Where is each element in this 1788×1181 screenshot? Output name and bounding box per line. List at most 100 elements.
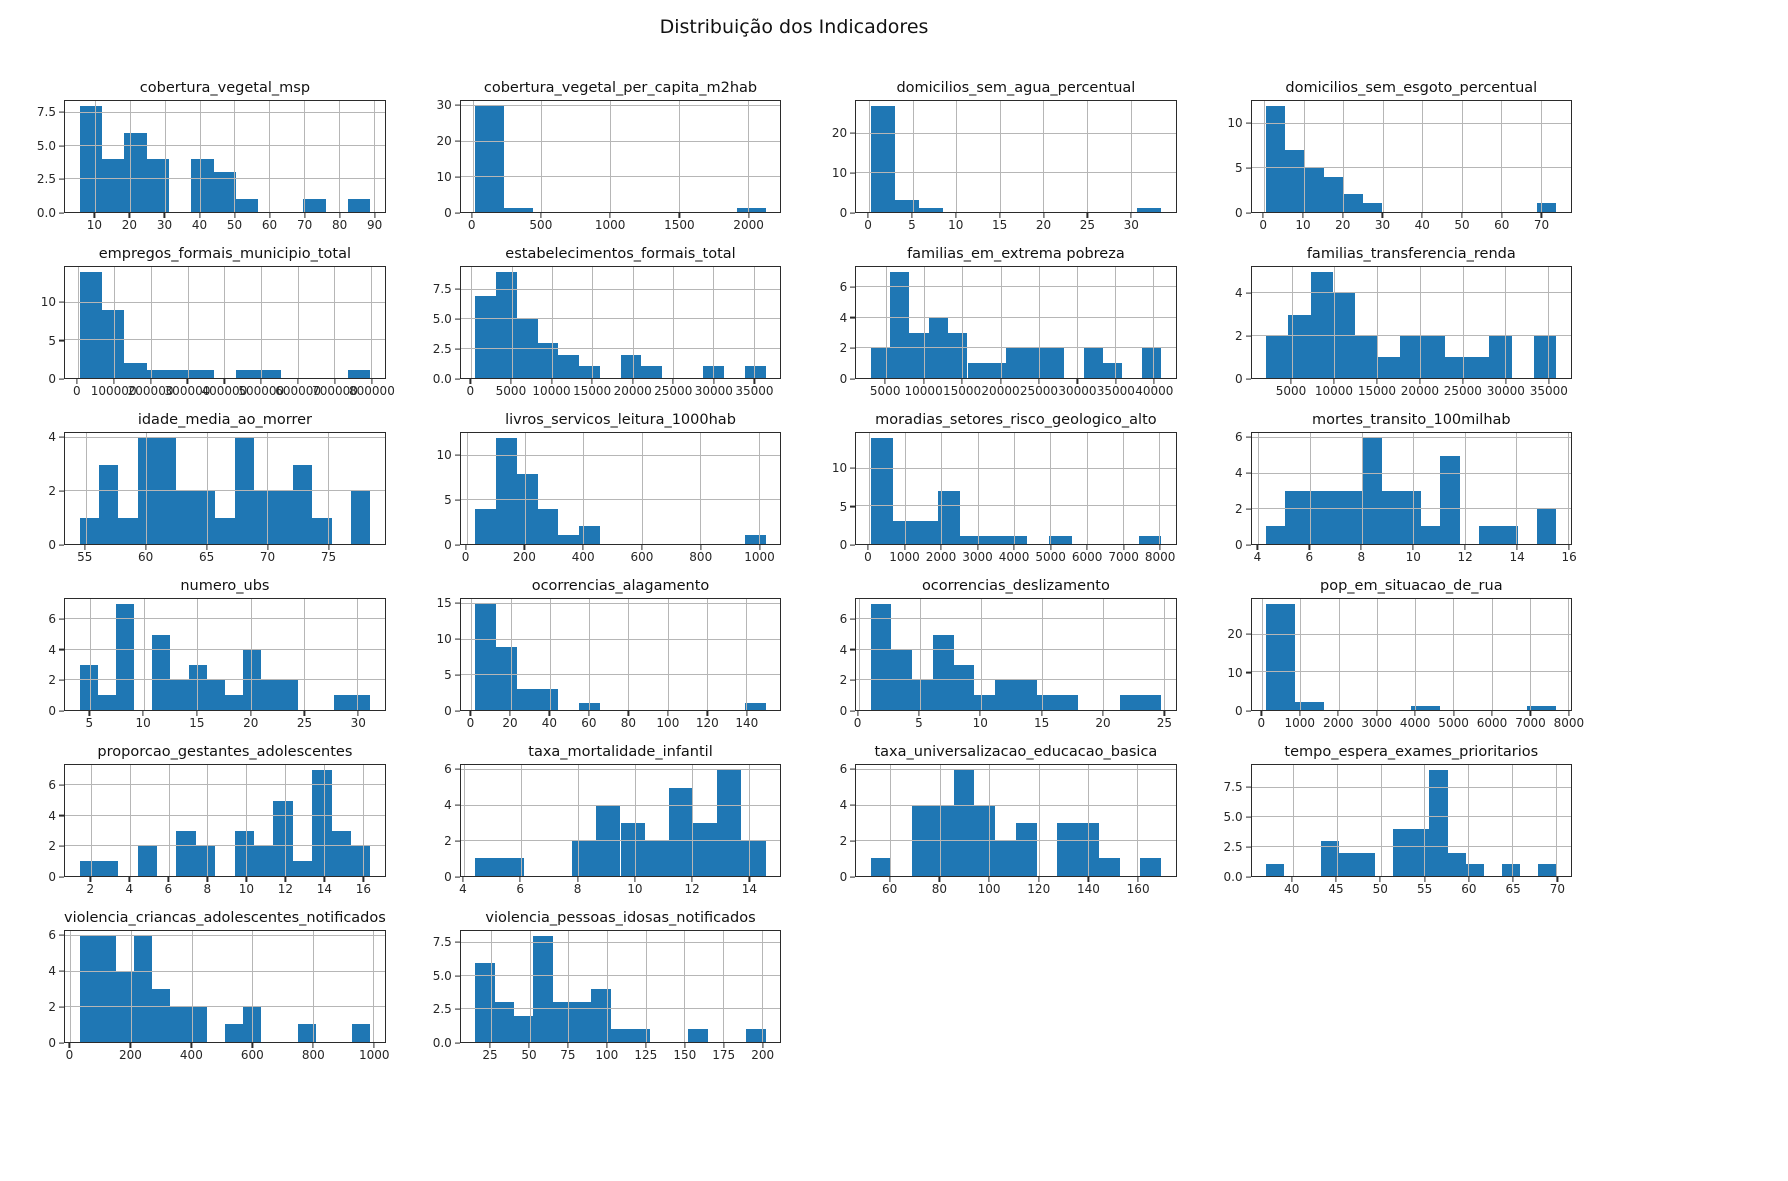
y-tick-label: 5 (1234, 161, 1243, 176)
x-axis-labels: 4 6 8 10 12 14 (459, 877, 781, 903)
y-tick-mark (59, 679, 64, 681)
grid-line-x (224, 267, 226, 378)
x-tick-label: 800 (301, 1048, 325, 1062)
grid-line-y (856, 648, 1176, 650)
x-tick-mark (373, 1043, 375, 1048)
x-tick-label: 200 (751, 1048, 775, 1062)
x-tick-label: 70 (296, 218, 313, 232)
x-tick-mark (469, 379, 471, 384)
grid-line-y (856, 316, 1176, 318)
y-tick-label: 2.5 (432, 1002, 452, 1017)
grid-line-x (583, 433, 585, 544)
histogram-bar (1119, 694, 1141, 710)
histogram-bar (537, 508, 559, 544)
subplot: taxa_mortalidade_infantil 0 2 4 6 4 6 8 10 12 14 (412, 742, 782, 903)
x-tick-mark (723, 1043, 725, 1048)
x-tick-label: 20 (1335, 218, 1351, 232)
x-tick-mark (1123, 545, 1125, 550)
x-tick-mark (1419, 379, 1421, 384)
grid-line-x (1258, 433, 1260, 544)
histogram-bar (191, 370, 214, 378)
x-tick-label: 4000 (998, 550, 1030, 564)
y-tick-label: 5.0 (1223, 810, 1243, 825)
y-tick-label: 2 (839, 341, 848, 356)
histogram-bar (303, 198, 326, 212)
y-tick-mark (1245, 671, 1251, 674)
x-tick-label: 1000 (358, 1048, 390, 1062)
grid-line-x (1102, 599, 1104, 710)
histogram-bar (891, 649, 913, 710)
histogram-bar (79, 664, 98, 710)
y-tick-mark (454, 602, 460, 604)
histogram-bar (1004, 536, 1028, 544)
histogram-bar (1141, 347, 1162, 378)
x-tick-mark (163, 213, 166, 218)
x-tick-mark (1505, 379, 1507, 384)
grid-line-x (1336, 765, 1338, 876)
x-tick-mark (1423, 877, 1426, 882)
y-tick-label: 7.5 (36, 105, 56, 120)
grid-line-x (606, 931, 608, 1042)
histogram-bar (1444, 356, 1468, 378)
grid-line-x (641, 433, 643, 544)
x-tick-label: 8 (573, 882, 582, 896)
x-tick-mark (1038, 379, 1040, 384)
x-tick-label: 10 (238, 882, 254, 896)
x-tick-mark (1087, 877, 1090, 882)
grid-line-x (312, 931, 314, 1042)
grid-line-y (460, 288, 781, 290)
subplot-body: 0 10 20 (807, 100, 1177, 219)
grid-line-x (541, 101, 543, 212)
x-tick-mark (713, 379, 715, 384)
histogram-bar (870, 604, 892, 710)
y-tick-label: 2 (48, 839, 56, 854)
histogram-bar (79, 272, 102, 378)
x-tick-mark (889, 877, 891, 882)
histogram-bar (1015, 823, 1037, 876)
x-tick-mark (371, 379, 373, 384)
x-tick-mark (1163, 711, 1166, 716)
histogram-bar (870, 858, 892, 876)
grid-line-x (941, 433, 943, 544)
histogram-bar (641, 366, 662, 378)
histogram-bar (79, 106, 102, 212)
grid-line-y (856, 769, 1176, 771)
histogram-bar (176, 491, 196, 544)
histogram-bar (890, 272, 910, 378)
histogram-bar (1420, 526, 1441, 544)
histogram-bar (494, 1002, 515, 1042)
grid-line-x (143, 599, 145, 710)
histogram-bar (124, 132, 147, 212)
subplot-title: taxa_mortalidade_infantil (528, 744, 713, 760)
histogram-bar (475, 604, 497, 710)
grid-line-x (980, 599, 982, 710)
histogram-bar (1285, 491, 1305, 544)
x-tick-mark (190, 1043, 192, 1048)
subplot-body: 0 2 4 6 (16, 929, 386, 1049)
grid-line-x (1303, 101, 1305, 212)
y-tick-label: 2 (444, 834, 452, 849)
grid-line-x (151, 267, 153, 378)
x-axis-labels: 0 20 40 60 80 100 120 140 (460, 711, 781, 737)
x-tick-mark (999, 379, 1002, 384)
grid-line-x (748, 765, 750, 876)
y-tick-mark (1245, 122, 1251, 124)
x-tick-mark (641, 545, 643, 550)
histogram-bar (1136, 208, 1162, 212)
y-tick-mark (59, 784, 64, 786)
x-tick-label: 10 (86, 218, 103, 232)
x-tick-label: 45 (1328, 882, 1344, 896)
grid-line-y (1251, 122, 1571, 124)
x-tick-mark (1379, 877, 1381, 882)
x-tick-label: 6000 (1476, 716, 1508, 730)
grid-line-x (323, 765, 325, 876)
grid-line-x (1540, 101, 1542, 212)
x-tick-label: 0 (467, 218, 476, 232)
x-tick-mark (903, 545, 906, 550)
grid-line-y (65, 844, 385, 846)
y-tick-label: 0 (48, 372, 56, 386)
histogram-bar (146, 159, 169, 212)
x-axis-labels: 0 5 10 15 20 25 (854, 711, 1176, 737)
y-tick-mark (1245, 378, 1251, 380)
x-tick-label: 600 (240, 1048, 264, 1062)
